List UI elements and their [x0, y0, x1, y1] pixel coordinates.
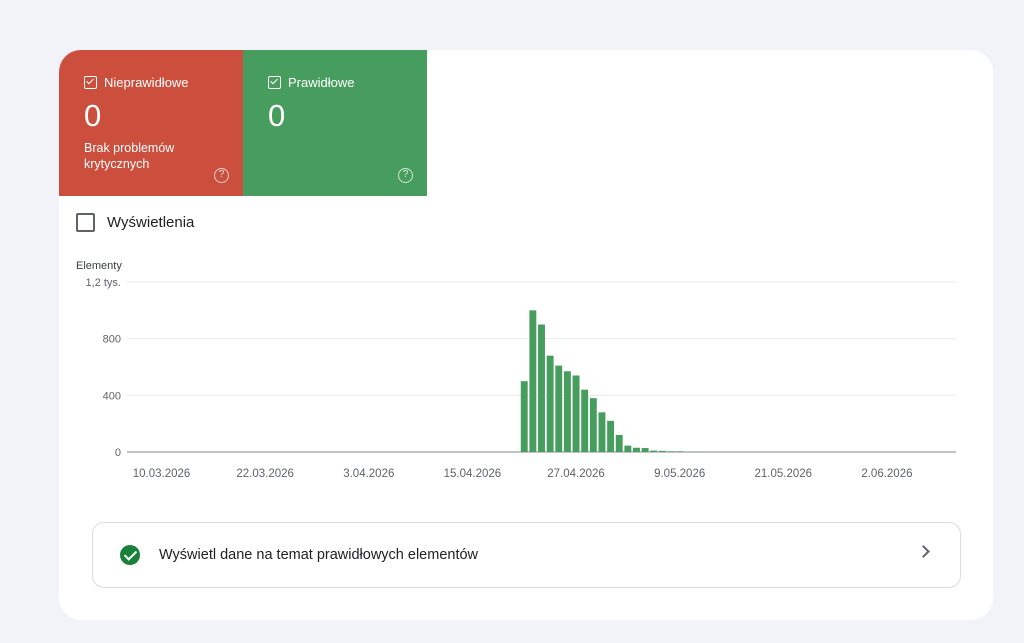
chart-bar[interactable] [572, 375, 580, 453]
chart-bar[interactable] [676, 451, 684, 452]
x-tick-label: 2.06.2026 [861, 468, 912, 480]
x-tick-label: 10.03.2026 [133, 468, 191, 480]
invalid-tile-header: Nieprawidłowe [84, 75, 189, 90]
checkbox-checked-icon[interactable] [84, 76, 97, 89]
chart-bar[interactable] [520, 381, 528, 452]
index-status-card: Nieprawidłowe 0 Brak problemów krytyczny… [59, 50, 993, 620]
valid-count: 0 [268, 98, 286, 133]
valid-tile[interactable]: Prawidłowe 0 ? [243, 50, 427, 196]
y-tick-label: 1,2 tys. [86, 277, 121, 289]
chart-bar[interactable] [529, 310, 537, 452]
chart-bar[interactable] [658, 450, 666, 452]
chart-bar[interactable] [538, 324, 545, 453]
x-tick-label: 21.05.2026 [755, 468, 813, 480]
chart-bar[interactable] [615, 435, 623, 452]
views-label: Wyświetlenia [107, 214, 195, 231]
chart-bar[interactable] [555, 365, 563, 452]
x-tick-label: 3.04.2026 [343, 468, 394, 480]
x-tick-label: 9.05.2026 [654, 468, 705, 480]
y-tick-label: 400 [103, 390, 121, 402]
view-valid-items-link[interactable]: Wyświetl dane na temat prawidłowych elem… [92, 522, 961, 588]
chart-bar[interactable] [581, 389, 589, 452]
invalid-count: 0 [84, 98, 102, 133]
x-tick-label: 22.03.2026 [236, 468, 294, 480]
views-toggle[interactable]: Wyświetlenia [76, 213, 194, 232]
view-valid-items-label: Wyświetl dane na temat prawidłowych elem… [159, 547, 479, 563]
y-tick-label: 0 [115, 447, 121, 459]
chart-bar[interactable] [667, 451, 675, 452]
y-tick-label: 800 [103, 334, 121, 346]
invalid-tile[interactable]: Nieprawidłowe 0 Brak problemów krytyczny… [59, 50, 243, 196]
help-icon[interactable]: ? [398, 168, 413, 183]
x-tick-label: 15.04.2026 [444, 468, 502, 480]
help-icon[interactable]: ? [214, 168, 229, 183]
chart-bar[interactable] [563, 371, 571, 452]
check-circle-icon [120, 545, 140, 565]
chart-bar[interactable] [650, 450, 658, 452]
chart-bar[interactable] [633, 447, 640, 452]
elements-bar-chart: Elementy 0 400 800 1,2 tys. 10.03.2026 22.03… [76, 260, 956, 480]
invalid-tile-label: Nieprawidłowe [104, 75, 189, 90]
x-tick-label: 27.04.2026 [547, 468, 605, 480]
chart-bar[interactable] [607, 420, 615, 452]
valid-tile-label: Prawidłowe [288, 75, 355, 90]
chart-bar[interactable] [589, 398, 597, 452]
checkbox-checked-icon[interactable] [268, 76, 281, 89]
chevron-right-icon [917, 545, 930, 558]
chart-bar[interactable] [546, 355, 554, 452]
chart-bar[interactable] [624, 445, 632, 452]
chart-bar[interactable] [693, 451, 701, 453]
chart-bar[interactable] [598, 412, 606, 452]
checkbox-unchecked-icon[interactable] [76, 213, 95, 232]
valid-tile-header: Prawidłowe [268, 75, 354, 90]
y-axis-title: Elementy [76, 260, 122, 272]
chart-bar[interactable] [641, 448, 649, 452]
chart-bar[interactable] [684, 451, 692, 453]
invalid-subtitle: Brak problemów krytycznych [84, 141, 175, 171]
